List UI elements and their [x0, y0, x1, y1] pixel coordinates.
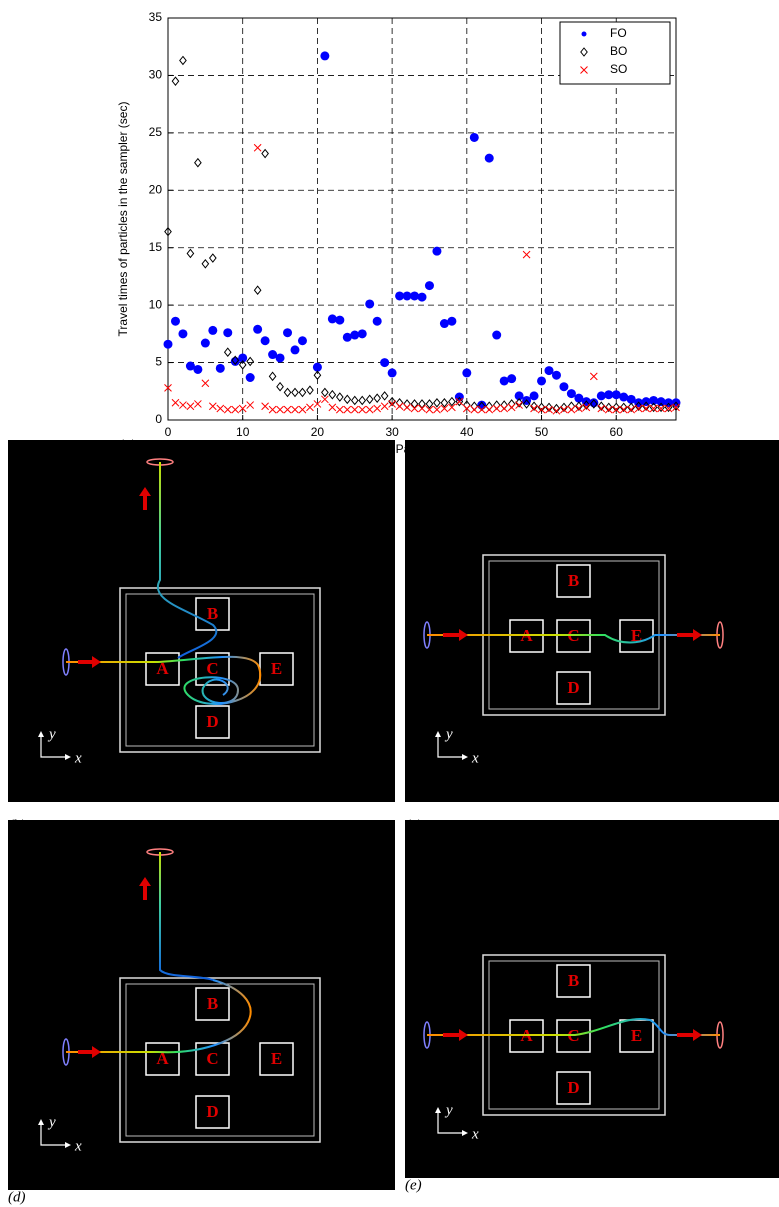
axis-name: x — [74, 1138, 82, 1154]
x-tick-label: 10 — [236, 425, 250, 439]
panel-background — [405, 820, 779, 1178]
point — [545, 366, 554, 375]
point — [313, 363, 322, 372]
point — [291, 345, 300, 354]
axis-name: x — [74, 750, 82, 766]
y-tick-label: 25 — [149, 125, 163, 139]
point — [418, 293, 427, 302]
panel-background — [405, 440, 779, 802]
obstacle-label: B — [568, 571, 579, 590]
axis-name: x — [471, 750, 479, 766]
obstacle-label: E — [631, 1026, 642, 1045]
point — [320, 51, 329, 60]
panel-label: (d) — [8, 1189, 26, 1205]
point — [559, 382, 568, 391]
diagram-panel: ABCDEyx — [8, 440, 395, 802]
obstacle-label: C — [206, 1049, 218, 1068]
y-axis-label: Travel times of particles in the sampler… — [116, 102, 130, 337]
point — [283, 328, 292, 337]
legend-label: SO — [610, 62, 627, 76]
legend-label: FO — [610, 26, 627, 40]
point — [373, 317, 382, 326]
obstacle-label: D — [567, 1078, 579, 1097]
point — [164, 340, 173, 349]
point — [335, 316, 344, 325]
axis-name: y — [47, 726, 56, 742]
point — [485, 154, 494, 163]
obstacle-label: D — [206, 1102, 218, 1121]
point — [537, 376, 546, 385]
obstacle-label: D — [567, 678, 579, 697]
x-tick-label: 50 — [535, 425, 549, 439]
y-tick-label: 5 — [155, 355, 162, 369]
point — [552, 371, 561, 380]
point — [425, 281, 434, 290]
panel-background — [8, 820, 395, 1190]
y-tick-label: 35 — [149, 10, 163, 24]
y-tick-label: 0 — [155, 412, 162, 426]
point — [380, 358, 389, 367]
point — [223, 328, 232, 337]
point — [462, 368, 471, 377]
axis-name: y — [444, 1102, 453, 1118]
panel-label: (e) — [405, 1177, 422, 1193]
point — [201, 339, 210, 348]
point — [178, 329, 187, 338]
obstacle-label: B — [207, 604, 218, 623]
point — [470, 133, 479, 142]
point — [171, 317, 180, 326]
axis-name: x — [471, 1126, 479, 1142]
point — [246, 373, 255, 382]
point — [432, 247, 441, 256]
y-tick-label: 10 — [149, 297, 163, 311]
point — [365, 299, 374, 308]
y-tick-label: 15 — [149, 240, 163, 254]
y-tick-label: 30 — [149, 68, 163, 82]
legend-label: BO — [610, 44, 627, 58]
x-tick-label: 20 — [311, 425, 325, 439]
obstacle-label: E — [271, 659, 282, 678]
y-tick-label: 20 — [149, 182, 163, 196]
obstacle-label: E — [271, 1049, 282, 1068]
obstacle-label: D — [206, 712, 218, 731]
point — [298, 336, 307, 345]
x-tick-label: 30 — [385, 425, 399, 439]
point — [358, 329, 367, 338]
axis-name: y — [47, 1114, 56, 1130]
obstacle-label: B — [568, 971, 579, 990]
point — [216, 364, 225, 373]
obstacle-label: C — [206, 659, 218, 678]
legend-marker — [582, 32, 587, 37]
point — [530, 391, 539, 400]
point — [208, 326, 217, 335]
point — [193, 365, 202, 374]
obstacle-label: B — [207, 994, 218, 1013]
point — [507, 374, 516, 383]
axis-name: y — [444, 726, 453, 742]
point — [492, 331, 501, 340]
point — [447, 317, 456, 326]
point — [567, 389, 576, 398]
point — [388, 368, 397, 377]
x-tick-label: 60 — [610, 425, 624, 439]
page: {"chart_data": {"type": "scatter", "pane… — [0, 0, 779, 1207]
point — [253, 325, 262, 334]
point — [276, 353, 285, 362]
x-tick-label: 0 — [165, 425, 172, 439]
figure: 051015202530350102030405060Particle idTr… — [0, 0, 779, 1207]
point — [261, 336, 270, 345]
x-tick-label: 40 — [460, 425, 474, 439]
panel-background — [8, 440, 395, 802]
